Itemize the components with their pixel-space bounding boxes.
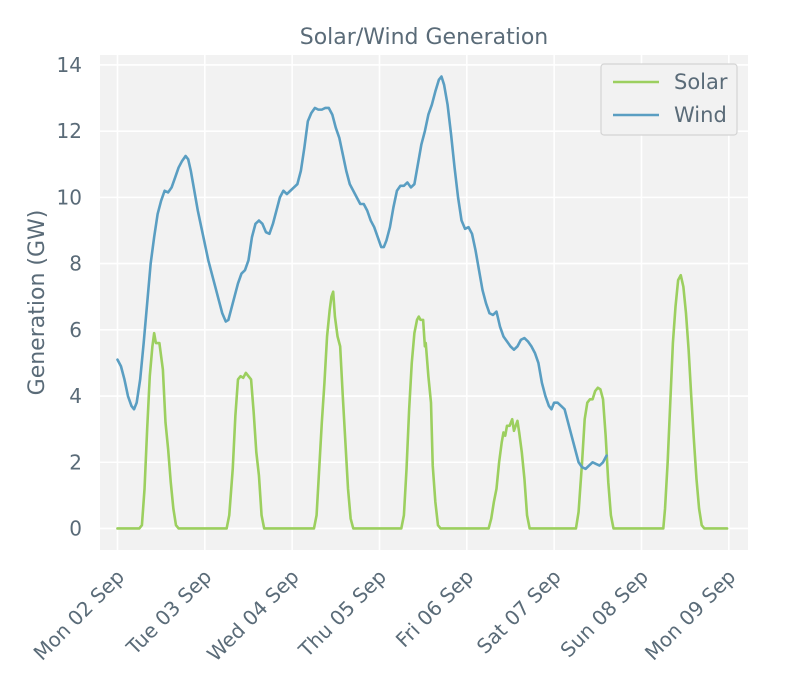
y-tick-label: 12 [57,119,82,143]
legend: Solar Wind [600,63,738,136]
y-tick-label: 4 [69,384,82,408]
y-tick-label: 0 [69,516,82,540]
chart-title: Solar/Wind Generation [300,25,549,50]
y-tick-labels: 0 2 4 6 8 10 12 14 [57,53,82,541]
legend-label-solar: Solar [674,70,728,94]
y-tick-label: 8 [69,252,82,276]
y-tick-label: 2 [69,450,82,474]
series-line-wind [116,75,608,471]
y-axis-label: Generation (GW) [25,210,50,396]
series-line-solar [116,273,729,530]
series-lines [116,75,729,530]
y-tick-label: 6 [69,318,82,342]
y-tick-label: 14 [57,53,82,77]
legend-label-wind: Wind [674,103,727,127]
y-tick-label: 10 [57,185,82,209]
